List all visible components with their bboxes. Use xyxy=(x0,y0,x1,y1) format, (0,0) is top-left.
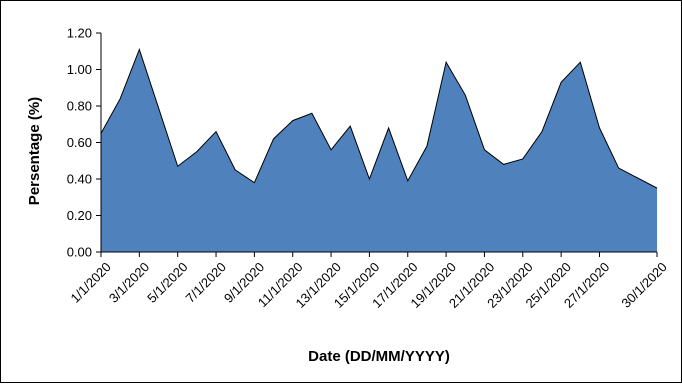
y-axis-title: Persentage (%) xyxy=(26,97,43,205)
y-tick-label: 0.80 xyxy=(67,99,92,114)
x-axis-title: Date (DD/MM/YYYY) xyxy=(308,348,450,365)
x-tick-label: 3/1/2020 xyxy=(106,259,152,305)
y-tick-label: 0.40 xyxy=(67,172,92,187)
area-series-fill xyxy=(101,49,657,252)
y-tick-label: 1.20 xyxy=(67,26,92,41)
area-layer xyxy=(101,49,657,252)
x-tick-label: 7/1/2020 xyxy=(183,259,229,305)
x-tick-label: 30/1/2020 xyxy=(618,259,670,311)
x-tick-label: 5/1/2020 xyxy=(144,259,190,305)
y-ticks: 0.00 0.20 0.40 0.60 0.80 1.00 1.20 xyxy=(67,26,101,260)
x-ticks: 1/1/20203/1/20205/1/20207/1/20209/1/2020… xyxy=(68,252,670,311)
x-tick-label: 1/1/2020 xyxy=(68,259,114,305)
y-tick-label: 0.20 xyxy=(67,208,92,223)
y-tick-label: 0.00 xyxy=(67,245,92,260)
y-tick-label: 0.60 xyxy=(67,135,92,150)
y-tick-label: 1.00 xyxy=(67,62,92,77)
